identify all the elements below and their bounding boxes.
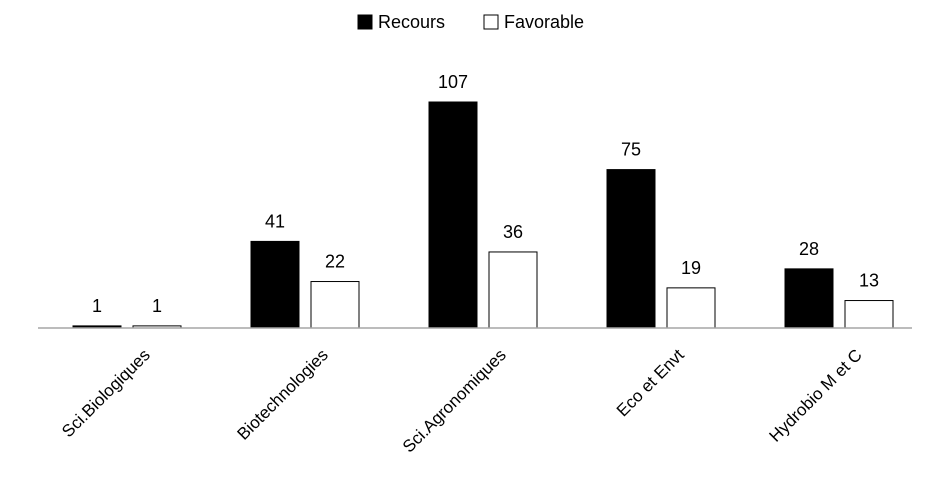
data-label-favorable-hydrobio-m-et-c: 13 [859, 271, 879, 291]
bars-group [72, 101, 894, 329]
legend-label-favorable: Favorable [504, 12, 584, 32]
category-label-biotechnologies: Biotechnologies [234, 345, 332, 443]
data-label-favorable-eco-et-envt: 19 [681, 258, 701, 278]
data-label-recours-hydrobio-m-et-c: 28 [799, 239, 819, 259]
bar-favorable-eco-et-envt [666, 287, 716, 329]
data-label-recours-sci-agronomiques: 107 [438, 72, 468, 92]
category-labels-group: Sci.Biologiques Biotechnologies Sci.Agrono… [58, 345, 866, 456]
data-label-favorable-biotechnologies: 22 [325, 252, 345, 272]
category-label-sci-agronomiques: Sci.Agronomiques [399, 345, 510, 456]
bar-recours-sci-agronomiques [428, 101, 478, 329]
legend: Recours Favorable [357, 12, 584, 32]
category-label-hydrobio-m-et-c: Hydrobio M et C [766, 345, 866, 445]
bar-favorable-biotechnologies [310, 281, 360, 329]
legend-swatch-favorable [483, 14, 499, 30]
bar-recours-biotechnologies [250, 240, 300, 329]
data-label-favorable-sci-agronomiques: 36 [503, 222, 523, 242]
bar-favorable-sci-agronomiques [488, 251, 538, 329]
data-label-recours-biotechnologies: 41 [265, 211, 285, 231]
data-labels-group: 1 1 41 22 107 36 75 19 28 13 [92, 72, 879, 316]
bar-recours-hydrobio-m-et-c [784, 268, 834, 329]
bar-favorable-hydrobio-m-et-c [844, 300, 894, 329]
legend-label-recours: Recours [378, 12, 445, 32]
data-label-favorable-sci-biologiques: 1 [152, 296, 162, 316]
category-label-eco-et-envt: Eco et Envt [613, 345, 688, 420]
legend-swatch-recours [357, 14, 373, 30]
bar-recours-eco-et-envt [606, 169, 656, 329]
category-label-sci-biologiques: Sci.Biologiques [58, 345, 154, 441]
data-label-recours-sci-biologiques: 1 [92, 296, 102, 316]
data-label-recours-eco-et-envt: 75 [621, 140, 641, 160]
